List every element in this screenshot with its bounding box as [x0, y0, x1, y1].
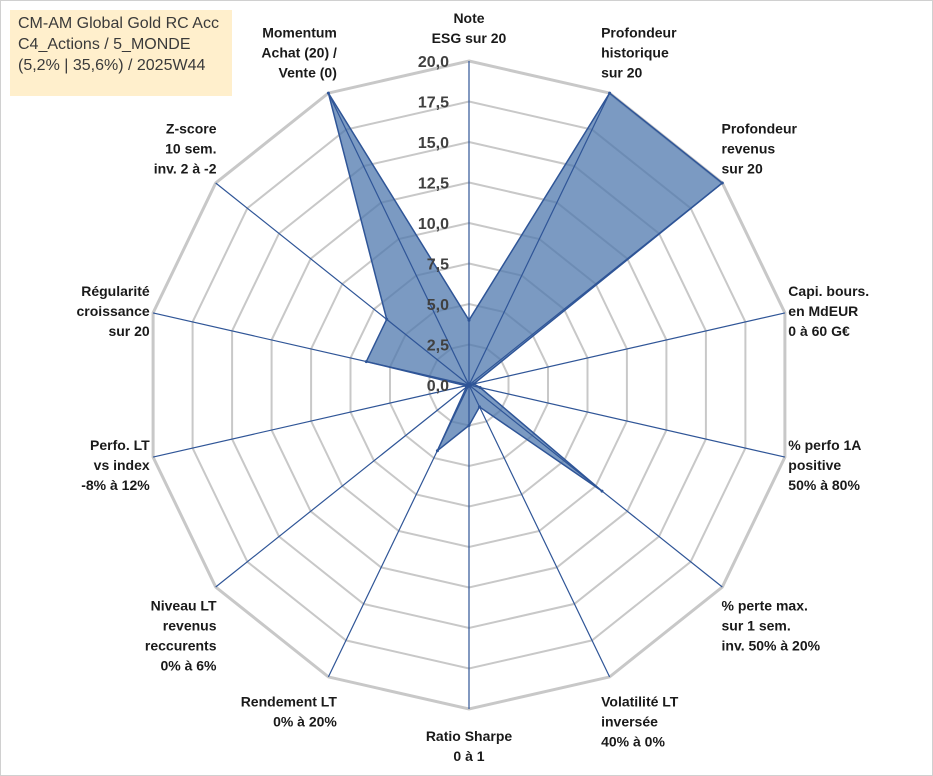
tick-label: 17,5 — [418, 95, 449, 112]
axis-label-line: revenus — [163, 618, 217, 634]
axis-spoke — [468, 384, 611, 678]
axis-label-line: Ratio Sharpe — [426, 728, 513, 744]
axis-label: % perfo 1A positive 50% à 80% — [788, 437, 861, 493]
axis-label-line: % perte max. — [722, 598, 808, 614]
axis-label-line: en MdEUR — [788, 303, 858, 319]
axis-label-line: 10 sem. — [165, 140, 216, 156]
axis-label-line: Z-score — [166, 120, 217, 136]
axis-label-line: Profondeur — [722, 120, 798, 136]
data-point — [472, 382, 476, 386]
axis-label-line: Vente (0) — [279, 64, 337, 80]
axis-spoke — [327, 92, 470, 386]
data-point — [720, 181, 724, 185]
tick-label: 5,0 — [427, 297, 449, 314]
axis-spoke — [468, 312, 786, 386]
axis-label-line: 0 à 1 — [453, 748, 484, 764]
axis-label: Profondeur revenus sur 20 — [722, 120, 798, 176]
axis-label-line: ESG sur 20 — [432, 30, 507, 46]
data-point — [435, 449, 439, 453]
axis-label-line: 0% à 6% — [160, 658, 217, 674]
axis-label-line: croissance — [77, 303, 150, 319]
tick-label: 7,5 — [427, 257, 449, 274]
tick-label: 2,5 — [427, 338, 449, 355]
data-point — [326, 91, 330, 95]
axis-spoke — [327, 384, 470, 678]
tick-label: 12,5 — [418, 176, 449, 193]
axis-label-line: Achat (20) / — [261, 44, 337, 60]
data-point — [464, 384, 468, 388]
axis-label-line: inversée — [601, 714, 658, 730]
tick-label: 0,0 — [427, 378, 449, 395]
tick-label: 20,0 — [418, 54, 449, 71]
data-series-area — [327, 91, 724, 492]
axis-label: Z-score 10 sem. inv. 2 à -2 — [154, 120, 217, 176]
axis-label: Ratio Sharpe 0 à 1 — [426, 728, 513, 764]
title-line-1: CM-AM Global Gold RC Acc — [18, 15, 219, 32]
axis-label-line: Capi. bours. — [788, 283, 869, 299]
axis-label: Rendement LT 0% à 20% — [241, 694, 338, 730]
axis-label-line: Volatilité LT — [601, 694, 679, 710]
axis-label: Volatilité LT inversée 40% à 0% — [601, 694, 679, 750]
axis-label-line: vs index — [94, 457, 150, 473]
axis-spoke — [468, 384, 723, 588]
axis-label-line: Note — [453, 10, 484, 26]
axis-label-line: Régularité — [81, 283, 150, 299]
axis-label-line: Niveau LT — [151, 598, 217, 614]
axis-spoke — [152, 312, 470, 386]
tick-label: 15,0 — [418, 135, 449, 152]
data-point — [600, 489, 604, 493]
axis-label: Capi. bours. en MdEUR 0 à 60 G€ — [788, 283, 869, 339]
axis-label: Régularité croissance sur 20 — [77, 283, 150, 339]
axis-label-line: -8% à 12% — [81, 477, 150, 493]
axis-label-line: 0% à 20% — [273, 714, 337, 730]
data-point — [478, 386, 482, 389]
axis-label: % perte max. sur 1 sem. inv. 50% à 20% — [722, 598, 821, 654]
axis-label-line: sur 20 — [722, 160, 763, 176]
data-point — [467, 318, 471, 322]
axis-label-line: reccurents — [145, 638, 217, 654]
data-point — [467, 424, 471, 427]
axis-label-line: 40% à 0% — [601, 734, 665, 750]
tick-label: 10,0 — [418, 216, 449, 233]
data-point — [478, 405, 481, 409]
axis-label-line: sur 20 — [108, 323, 149, 339]
data-point — [364, 360, 368, 364]
axis-label: Niveau LT revenus reccurents 0% à 6% — [145, 598, 217, 674]
data-point — [385, 317, 389, 321]
axis-label-line: 50% à 80% — [788, 477, 860, 493]
axis-label-line: revenus — [722, 140, 776, 156]
axis-label: Perfo. LT vs index -8% à 12% — [81, 437, 150, 493]
axis-label-line: inv. 50% à 20% — [722, 638, 821, 654]
axis-label-line: sur 1 sem. — [722, 618, 791, 634]
axis-spoke — [215, 182, 470, 386]
axis-label-line: inv. 2 à -2 — [154, 160, 217, 176]
axis-spoke — [468, 384, 786, 458]
axis-label-line: positive — [788, 457, 841, 473]
axis-label-line: historique — [601, 44, 669, 60]
axis-label-line: Rendement LT — [241, 694, 338, 710]
axis-label-line: sur 20 — [601, 64, 642, 80]
axis-label: Momentum Achat (20) / Vente (0) — [261, 24, 337, 80]
axis-spoke — [468, 92, 611, 386]
axis-label: Profondeur historique sur 20 — [601, 24, 677, 80]
axis-label-line: Momentum — [262, 24, 337, 40]
axis-label-line: % perfo 1A — [788, 437, 861, 453]
axis-spoke — [215, 384, 470, 588]
axis-spoke — [152, 384, 470, 458]
title-line-3: (5,2% | 35,6%) / 2025W44 — [18, 57, 206, 74]
data-point — [608, 91, 612, 95]
chart-title-box: CM-AM Global Gold RC Acc C4_Actions / 5_… — [10, 10, 232, 96]
axis-label-line: Profondeur — [601, 24, 677, 40]
axis-label: Note ESG sur 20 — [432, 10, 507, 46]
axis-spoke — [468, 182, 723, 386]
axis-label-line: Perfo. LT — [90, 437, 150, 453]
title-line-2: C4_Actions / 5_MONDE — [18, 36, 191, 53]
axis-label-line: 0 à 60 G€ — [788, 323, 850, 339]
